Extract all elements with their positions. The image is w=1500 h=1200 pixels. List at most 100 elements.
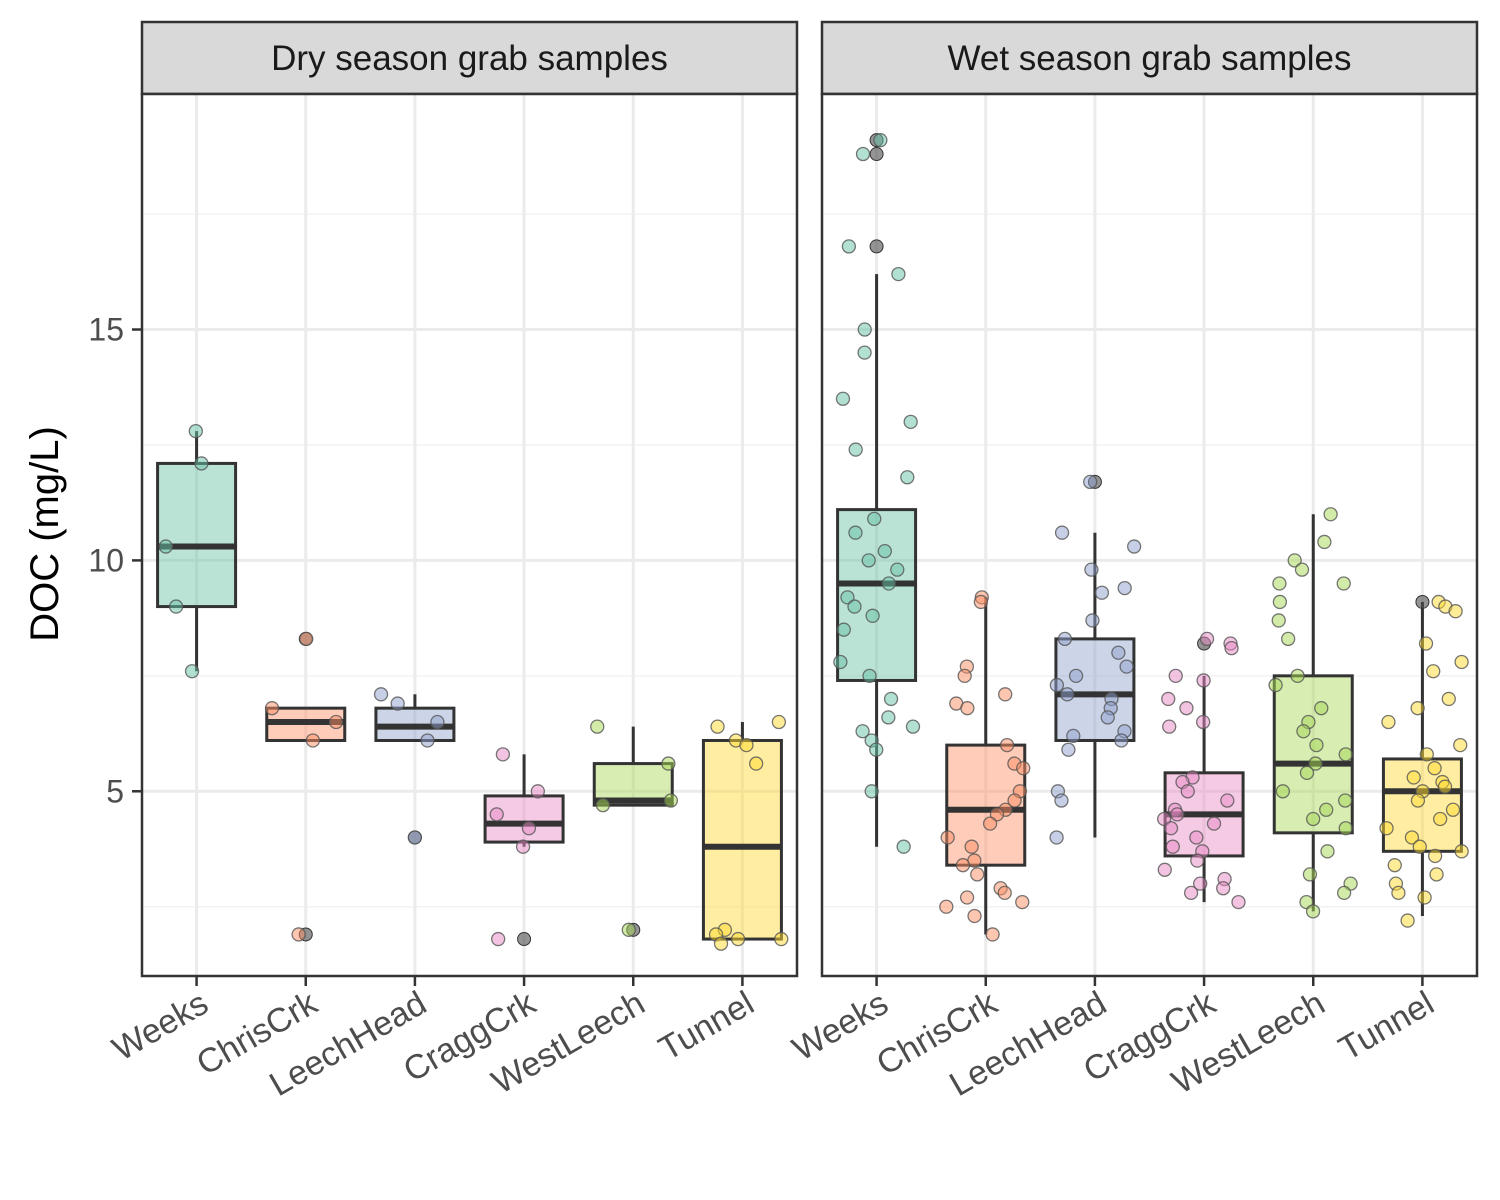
data-point [848,525,863,540]
data-point [1085,613,1100,628]
data-point [1391,885,1406,901]
data-point [1294,562,1310,577]
x-tick-label: Tunnel [652,984,760,1068]
data-point [373,687,389,702]
data-point [1296,724,1311,739]
data-point [1320,844,1335,859]
data-point [939,899,954,914]
data-point [1306,811,1321,827]
data-point [857,345,872,360]
data-point [420,733,435,748]
data-point [900,470,915,485]
data-point [521,821,537,836]
box-iqr [156,461,238,609]
data-point [1170,807,1185,822]
data-point [264,701,280,716]
y-tick-label: 15 [88,312,124,348]
data-point [865,608,880,623]
data-point [1199,631,1215,647]
data-point [771,714,787,730]
data-point [1119,659,1134,674]
data-point [1162,719,1177,734]
data-point [1049,677,1065,693]
data-point [1314,701,1329,716]
data-point [861,553,876,568]
data-point [407,830,422,845]
data-point [1007,793,1022,808]
facet-strip [820,20,1479,96]
x-tick-label: Tunnel [1332,984,1440,1068]
outlier-point [869,147,884,162]
data-point [1084,562,1099,577]
data-point [1287,553,1302,568]
data-point [1305,904,1321,919]
data-point [1163,821,1179,836]
data-point [1410,701,1425,716]
data-point [1410,793,1426,808]
data-point [1275,784,1291,799]
data-point [1224,640,1239,656]
data-point [749,756,764,771]
data-point [1445,802,1461,817]
data-point [305,733,321,748]
data-point [1336,576,1351,591]
data-point [299,631,314,647]
data-point [1448,604,1463,619]
data-point [495,747,511,762]
data-point [663,793,678,808]
data-point [158,539,173,554]
data-point [1417,890,1432,905]
y-axis-label: DOC (mg/L) [23,426,67,642]
data-point [1180,784,1195,799]
data-point [730,931,746,947]
data-point [847,599,862,614]
box-westleech [1272,514,1354,912]
data-point [1220,793,1235,808]
data-point [1317,534,1332,550]
data-point [1433,811,1448,827]
data-point [1281,631,1296,647]
data-point [1189,830,1204,845]
panel-border [140,92,799,978]
data-point [530,784,545,799]
data-point [194,456,209,471]
data-point [291,927,306,942]
data-point [1404,830,1420,845]
data-point [1271,613,1286,628]
data-point [1336,885,1352,901]
data-point [905,719,921,734]
data-point [489,807,504,822]
data-point [891,266,906,282]
data-point [864,784,879,799]
data-point [1418,636,1434,651]
data-point [1111,645,1126,660]
data-point [1061,742,1076,757]
data-point [739,737,754,753]
data-point [590,719,605,734]
data-point [188,423,203,439]
panel-2: Wet season grab samplesWeeksChrisCrkLeec… [786,20,1479,1104]
data-point [1193,876,1208,891]
plot-background [142,94,797,976]
data-point [855,146,871,162]
data-point [1190,853,1205,868]
data-point [964,839,979,854]
outlier-point [1415,594,1430,609]
outlier-point [517,932,532,947]
data-point [1437,779,1453,794]
data-point [835,391,851,406]
data-point [881,710,896,725]
data-point [848,442,863,457]
data-point [1196,673,1211,688]
data-point [841,239,857,254]
data-point [430,714,445,730]
data-point [621,922,636,937]
facet-title: Wet season grab samples [947,39,1351,78]
data-point [1427,848,1443,864]
plot-background [822,94,1477,976]
data-point [1049,830,1064,845]
data-point [940,830,955,845]
data-point [515,839,531,854]
data-point [1381,714,1396,730]
